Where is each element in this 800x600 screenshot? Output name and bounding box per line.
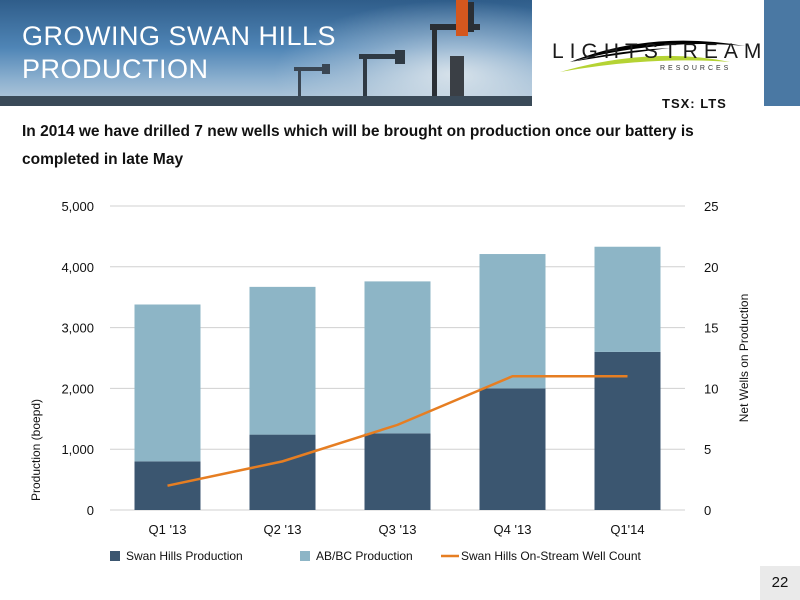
abbc-bar <box>134 304 201 462</box>
page-title-line-2: PRODUCTION <box>22 54 209 84</box>
slide-subtitle: In 2014 we have drilled 7 new wells whic… <box>22 123 694 168</box>
legend-swatch <box>110 551 120 561</box>
bars-layer <box>134 246 661 510</box>
y-tick-label: 2,000 <box>61 381 94 396</box>
logo-wordmark: LIGHTSTREAM <box>552 40 768 63</box>
y-tick-label: 1,000 <box>61 442 94 457</box>
legend-label: Swan Hills On-Stream Well Count <box>461 549 642 563</box>
abbc-bar <box>594 246 661 352</box>
y-right-tick-label: 15 <box>704 321 718 336</box>
pumpjack-image <box>430 0 480 96</box>
y-axis-right-title: Net Wells on Production <box>737 294 751 423</box>
y-right-tick-label: 0 <box>704 503 711 518</box>
x-tick-label: Q1 '13 <box>149 522 187 537</box>
y-right-tick-label: 20 <box>704 260 718 275</box>
page-number-box: 22 <box>760 566 800 600</box>
x-tick-label: Q4 '13 <box>494 522 532 537</box>
pumpjack-image <box>359 50 405 96</box>
y-tick-label: 5,000 <box>61 199 94 214</box>
swan-hills-bar <box>249 434 316 510</box>
page-title-line-1: GROWING SWAN HILLS <box>22 21 337 51</box>
x-tick-label: Q1'14 <box>610 522 644 537</box>
x-tick-label: Q3 '13 <box>379 522 417 537</box>
y-right-tick-label: 25 <box>704 199 718 214</box>
y-tick-label: 3,000 <box>61 321 94 336</box>
y-axis-title: Production (boepd) <box>29 399 43 501</box>
logo-subtitle: RESOURCES <box>660 65 732 72</box>
header-banner <box>0 0 532 106</box>
legend-label: AB/BC Production <box>316 549 413 563</box>
swan-hills-bar <box>479 388 546 510</box>
axis-layer: 0 1,000 2,000 3,000 4,000 5,000 0 5 10 15 20 25 Q1 '… <box>61 199 718 537</box>
production-chart: 0 1,000 2,000 3,000 4,000 5,000 0 5 10 15 20 25 Q1 '… <box>29 199 751 563</box>
page-number: 22 <box>771 574 789 591</box>
y-tick-label: 4,000 <box>61 260 94 275</box>
line-layer <box>167 374 628 487</box>
x-tick-label: Q2 '13 <box>264 522 302 537</box>
company-logo: LIGHTSTREAM RESOURCES <box>540 10 761 100</box>
pumpjack-image <box>294 64 330 96</box>
header-accent-strip <box>764 0 800 106</box>
swan-hills-bar <box>364 433 431 510</box>
ticker-symbol: TSX: LTS <box>662 96 727 111</box>
ground <box>0 96 532 106</box>
legend: Swan Hills Production AB/BC Production Swa… <box>110 549 642 563</box>
abbc-bar <box>364 281 431 434</box>
page-title: GROWING SWAN HILLS PRODUCTION <box>22 20 442 86</box>
abbc-bar <box>249 286 316 435</box>
abbc-bar <box>479 254 546 389</box>
legend-swatch <box>300 551 310 561</box>
logo-swoosh-icon <box>560 40 745 72</box>
swan-hills-bar <box>594 351 661 510</box>
y-tick-label: 0 <box>87 503 94 518</box>
y-right-tick-label: 5 <box>704 442 711 457</box>
legend-label: Swan Hills Production <box>126 549 243 563</box>
well-count-line <box>167 374 628 487</box>
y-right-tick-label: 10 <box>704 381 718 396</box>
